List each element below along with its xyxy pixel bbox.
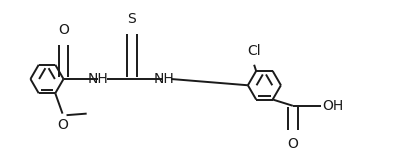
Text: NH: NH	[87, 72, 108, 86]
Text: Cl: Cl	[247, 45, 261, 58]
Text: O: O	[287, 137, 298, 151]
Text: OH: OH	[322, 99, 343, 113]
Text: O: O	[58, 23, 69, 37]
Text: O: O	[57, 118, 68, 132]
Text: S: S	[128, 12, 136, 26]
Text: NH: NH	[154, 72, 175, 86]
